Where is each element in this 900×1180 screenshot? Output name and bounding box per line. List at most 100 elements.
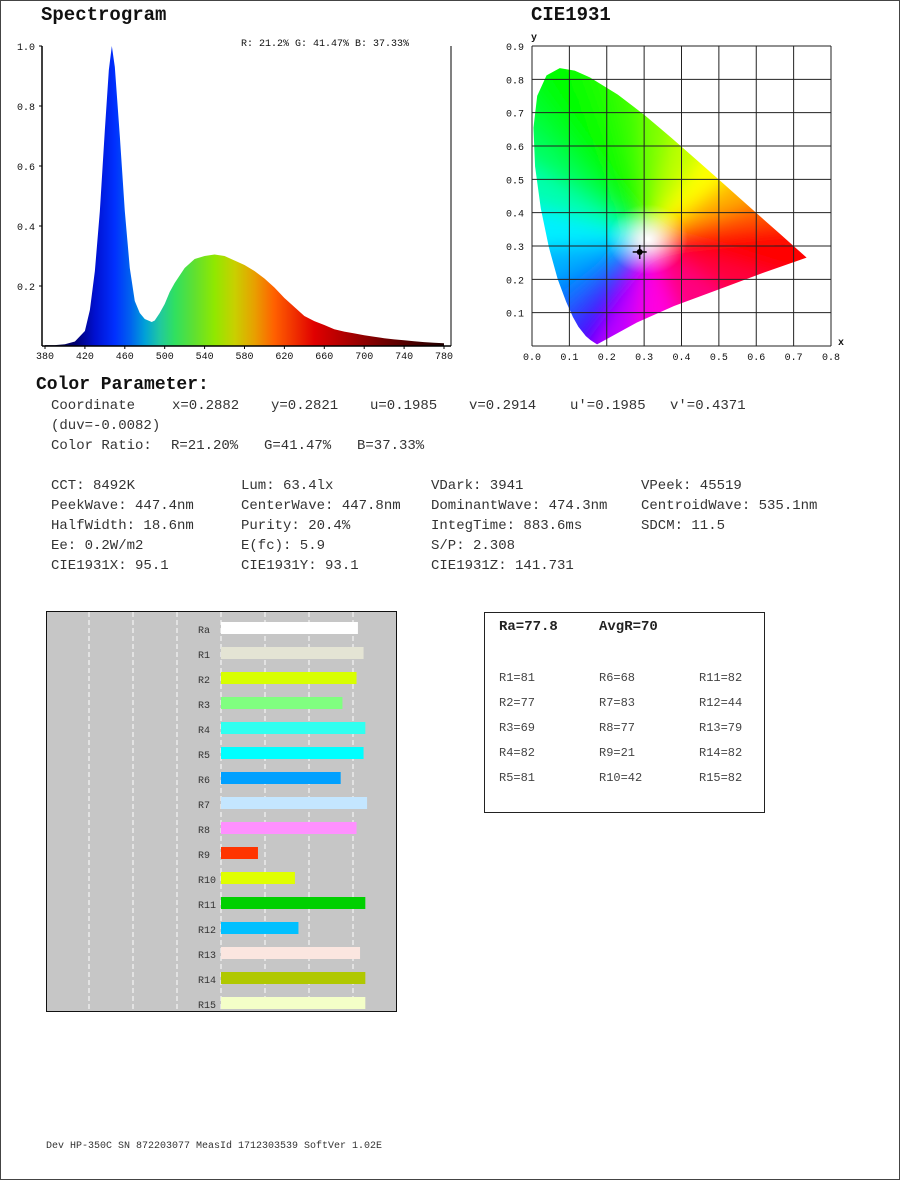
bar-Ra <box>221 622 358 634</box>
x-tick-label: 740 <box>395 352 413 363</box>
y-tick-label: 0.8 <box>506 76 524 87</box>
gamut-wedge <box>561 239 648 345</box>
param-value: CenterWave: 447.8nm <box>241 498 401 514</box>
param-value: Purity: 20.4% <box>241 518 351 534</box>
chromaticity-point <box>636 248 643 255</box>
gamut-wedge <box>533 68 648 240</box>
bar-label: R4 <box>198 726 210 737</box>
cri-item: R8=77 <box>599 721 636 735</box>
bar-R6 <box>221 772 341 784</box>
bar-R15 <box>221 997 366 1009</box>
coordinate-label: Coordinate <box>51 398 136 414</box>
spectrogram-chart: R: 21.2% G: 41.47% B: 37.33% 380 420 460 50… <box>17 39 453 363</box>
y-tick-label: 0.2 <box>506 276 524 287</box>
param-value: VPeek: 45519 <box>641 478 742 494</box>
x-tick-label: 700 <box>355 352 373 363</box>
bar-label: R3 <box>198 701 210 712</box>
bar-R10 <box>221 872 295 884</box>
x-tick-label: 420 <box>76 352 94 363</box>
avgr-value: AvgR=70 <box>599 619 658 635</box>
color-ratio-label: Color Ratio: <box>51 438 152 454</box>
coord-u-prime: u'=0.1985 <box>570 398 646 414</box>
param-value: Lum: 63.4lx <box>241 478 334 494</box>
bar-R9 <box>221 847 258 859</box>
y-tick-label: 0.4 <box>17 223 35 234</box>
param-value: HalfWidth: 18.6nm <box>51 518 194 534</box>
x-tick-label: 0.1 <box>560 353 578 364</box>
bar-label: Ra <box>198 626 210 637</box>
y-tick-label: 0.4 <box>506 210 524 221</box>
bar-label: R9 <box>198 851 210 862</box>
white-point-glow <box>607 204 688 275</box>
cri-item: R5=81 <box>499 771 536 785</box>
y-tick-label: 0.8 <box>17 103 35 114</box>
bar-label: R13 <box>198 951 216 962</box>
gamut-wedge <box>533 137 648 240</box>
gamut-wedge <box>533 68 648 240</box>
ratio-r: R=21.20% <box>171 438 239 454</box>
bar-label: R8 <box>198 826 210 837</box>
x-tick-label: 380 <box>36 352 54 363</box>
bar-R3 <box>221 697 343 709</box>
x-tick-label: 500 <box>156 352 174 363</box>
param-value: DominantWave: 474.3nm <box>431 498 608 514</box>
x-tick-label: 660 <box>315 352 333 363</box>
x-tick-label: 0.8 <box>822 353 840 364</box>
y-tick-label: 0.6 <box>17 163 35 174</box>
bar-R2 <box>221 672 357 684</box>
param-value: SDCM: 11.5 <box>641 518 726 534</box>
cri-item: R3=69 <box>499 721 536 735</box>
bar-R4 <box>221 722 366 734</box>
cri-item: R14=82 <box>699 746 743 760</box>
bar-label: R1 <box>198 651 210 662</box>
bar-label: R10 <box>198 876 216 887</box>
cri-item: R2=77 <box>499 696 536 710</box>
x-tick-label: 580 <box>235 352 253 363</box>
bar-R14 <box>221 972 366 984</box>
cri-item: R12=44 <box>699 696 743 710</box>
cri-item: R10=42 <box>599 771 643 785</box>
x-tick-label: 0.7 <box>785 353 803 364</box>
x-tick-label: 460 <box>116 352 134 363</box>
y-tick-label: 0.3 <box>506 243 524 254</box>
x-tick-label: 540 <box>196 352 214 363</box>
y-tick-label: 1.0 <box>17 43 35 54</box>
cri-values-box: Ra=77.8 AvgR=70 R1=81 R2=77 R3=69 R4=82 R5=8… <box>484 612 765 813</box>
coord-x: x=0.2882 <box>172 398 240 414</box>
x-tick-label: 0.2 <box>598 353 616 364</box>
cie-chart: 0.0 0.1 0.2 0.3 0.4 0.5 0.6 0.7 0.8 0.1 0.2 0.3 0.4 0… <box>506 33 844 364</box>
bar-label: R11 <box>198 901 216 912</box>
param-value: VDark: 3941 <box>431 478 524 494</box>
duv-value: (duv=-0.0082) <box>51 418 161 434</box>
spectrogram-title: Spectrogram <box>41 4 167 26</box>
y-tick-label: 0.6 <box>506 143 524 154</box>
cri-item: R4=82 <box>499 746 536 760</box>
bar-label: R5 <box>198 751 210 762</box>
cri-item: R13=79 <box>699 721 743 735</box>
color-parameter-title: Color Parameter: <box>36 375 209 395</box>
cri-item: R9=21 <box>599 746 636 760</box>
bar-label: R7 <box>198 801 210 812</box>
bar-R7 <box>221 797 368 809</box>
bar-R13 <box>221 947 361 959</box>
cri-item: R1=81 <box>499 671 536 685</box>
param-value: CIE1931X: 95.1 <box>51 558 169 574</box>
cri-item: R7=83 <box>599 696 636 710</box>
bar-label: R2 <box>198 676 210 687</box>
bar-label: R14 <box>198 976 216 987</box>
y-tick-label: 0.7 <box>506 110 524 121</box>
y-tick-label: 0.2 <box>17 283 35 294</box>
bar-label: R12 <box>198 926 216 937</box>
cri-item: R15=82 <box>699 771 743 785</box>
cri-item: R11=82 <box>699 671 743 685</box>
x-tick-label: 0.4 <box>672 353 690 364</box>
coord-v: v=0.2914 <box>469 398 537 414</box>
y-axis-label: y <box>531 33 537 44</box>
bar-label: R15 <box>198 1001 216 1012</box>
y-tick-label: 0.5 <box>506 176 524 187</box>
rgb-ratio-label: R: 21.2% G: 41.47% B: 37.33% <box>241 39 409 50</box>
gamut-wedge <box>533 83 648 240</box>
cri-item: R6=68 <box>599 671 636 685</box>
param-value: IntegTime: 883.6ms <box>431 518 583 534</box>
